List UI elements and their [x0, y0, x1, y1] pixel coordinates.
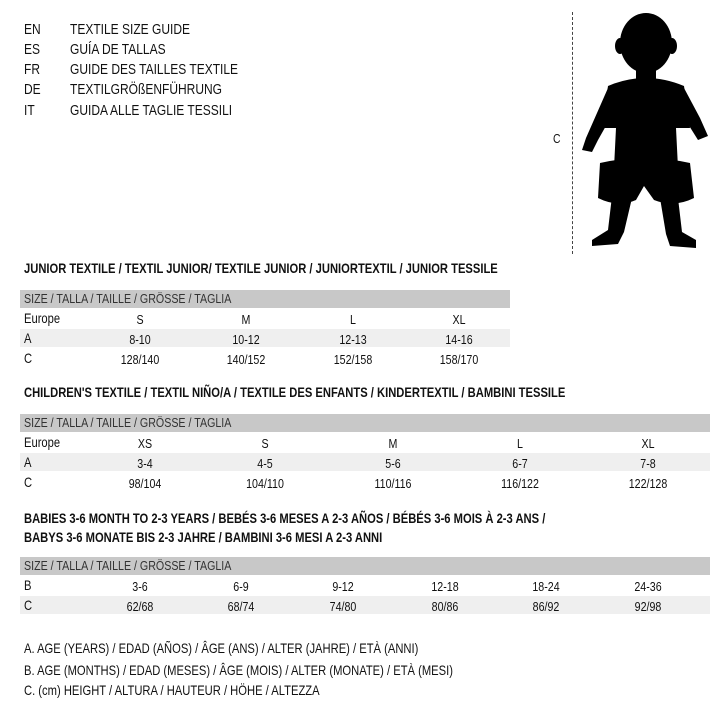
- table-cell: 74/80: [329, 599, 357, 614]
- size-header-label: SIZE / TALLA / TAILLE / GRÖSSE / TAGLIA: [24, 291, 232, 306]
- table-cell: 128/140: [120, 352, 160, 367]
- table-cell: 98/104: [128, 476, 162, 491]
- table-cell: L: [517, 436, 523, 451]
- language-title: TEXTILE SIZE GUIDE: [70, 21, 191, 38]
- language-title: GUIDA ALLE TAGLIE TESSILI: [70, 102, 233, 119]
- row-label: A: [24, 454, 32, 470]
- junior-row-band: [20, 329, 510, 347]
- table-cell: M: [388, 436, 398, 451]
- table-cell: 18-24: [532, 579, 560, 594]
- table-cell: 92/98: [634, 599, 662, 614]
- table-cell: M: [241, 312, 251, 327]
- legend-line: C. (cm) HEIGHT / ALTURA / HAUTEUR / HÖHE…: [24, 682, 320, 698]
- babies-size-header-bar: SIZE / TALLA / TAILLE / GRÖSSE / TAGLIA: [20, 557, 710, 575]
- babies-title: BABIES 3-6 MONTH TO 2-3 YEARS / BEBÉS 3-…: [24, 510, 546, 526]
- table-cell: 14-16: [445, 332, 473, 347]
- table-cell: 8-10: [129, 332, 151, 347]
- table-cell: 158/170: [439, 352, 479, 367]
- babies-row-band: [20, 596, 710, 614]
- children-size-header-bar: SIZE / TALLA / TAILLE / GRÖSSE / TAGLIA: [20, 414, 710, 432]
- row-label: C: [24, 597, 33, 613]
- table-cell: 4-5: [257, 456, 273, 471]
- row-label: Europe: [24, 310, 61, 326]
- table-cell: 7-8: [640, 456, 656, 471]
- height-label: C: [553, 131, 561, 146]
- table-cell: XS: [137, 436, 153, 451]
- language-code: EN: [24, 21, 41, 38]
- table-cell: XL: [641, 436, 655, 451]
- table-cell: 116/122: [501, 476, 539, 491]
- table-cell: L: [350, 312, 356, 327]
- child-silhouette-icon: [582, 13, 708, 248]
- junior-size-header-bar: SIZE / TALLA / TAILLE / GRÖSSE / TAGLIA: [20, 290, 510, 308]
- language-code: DE: [24, 81, 41, 98]
- table-cell: 68/74: [227, 599, 255, 614]
- table-cell: 86/92: [532, 599, 560, 614]
- row-label: C: [24, 474, 33, 490]
- size-header-label: SIZE / TALLA / TAILLE / GRÖSSE / TAGLIA: [24, 558, 232, 573]
- row-label: Europe: [24, 434, 61, 450]
- language-title: TEXTILGRÖßENFÜHRUNG: [70, 81, 223, 98]
- table-cell: 62/68: [126, 599, 154, 614]
- row-label: B: [24, 577, 32, 593]
- table-cell: S: [136, 312, 144, 327]
- row-label: A: [24, 330, 32, 346]
- language-title: GUIDE DES TAILLES TEXTILE: [70, 61, 239, 78]
- children-title: CHILDREN'S TEXTILE / TEXTIL NIÑO/A / TEX…: [24, 384, 566, 400]
- table-cell: 5-6: [385, 456, 401, 471]
- size-header-label: SIZE / TALLA / TAILLE / GRÖSSE / TAGLIA: [24, 415, 232, 430]
- table-cell: 12-18: [431, 579, 459, 594]
- table-cell: 3-6: [132, 579, 148, 594]
- table-cell: 104/110: [246, 476, 284, 491]
- babies-title: BABYS 3-6 MONATE BIS 2-3 JAHRE / BAMBINI…: [24, 529, 383, 545]
- height-dashed-line: [572, 12, 573, 254]
- language-code: IT: [24, 102, 35, 119]
- table-cell: 110/116: [374, 476, 412, 491]
- legend-line: A. AGE (YEARS) / EDAD (AÑOS) / ÂGE (ANS)…: [24, 640, 419, 656]
- table-cell: 140/152: [226, 352, 266, 367]
- table-cell: 122/128: [628, 476, 668, 491]
- language-code: FR: [24, 61, 40, 78]
- legend-line: B. AGE (MONTHS) / EDAD (MESES) / ÂGE (MO…: [24, 662, 453, 678]
- table-cell: 9-12: [332, 579, 354, 594]
- table-cell: 10-12: [232, 332, 260, 347]
- row-label: C: [24, 350, 33, 366]
- children-row-band: [20, 453, 710, 471]
- table-cell: S: [261, 436, 269, 451]
- language-code: ES: [24, 41, 41, 58]
- table-cell: 152/158: [333, 352, 373, 367]
- table-cell: 24-36: [634, 579, 662, 594]
- table-cell: 12-13: [339, 332, 367, 347]
- table-cell: XL: [452, 312, 466, 327]
- junior-title: JUNIOR TEXTILE / TEXTIL JUNIOR/ TEXTILE …: [24, 260, 498, 276]
- table-cell: 6-7: [512, 456, 528, 471]
- table-cell: 3-4: [137, 456, 153, 471]
- language-title: GUÍA DE TALLAS: [70, 41, 166, 58]
- table-cell: 6-9: [233, 579, 249, 594]
- table-cell: 80/86: [431, 599, 459, 614]
